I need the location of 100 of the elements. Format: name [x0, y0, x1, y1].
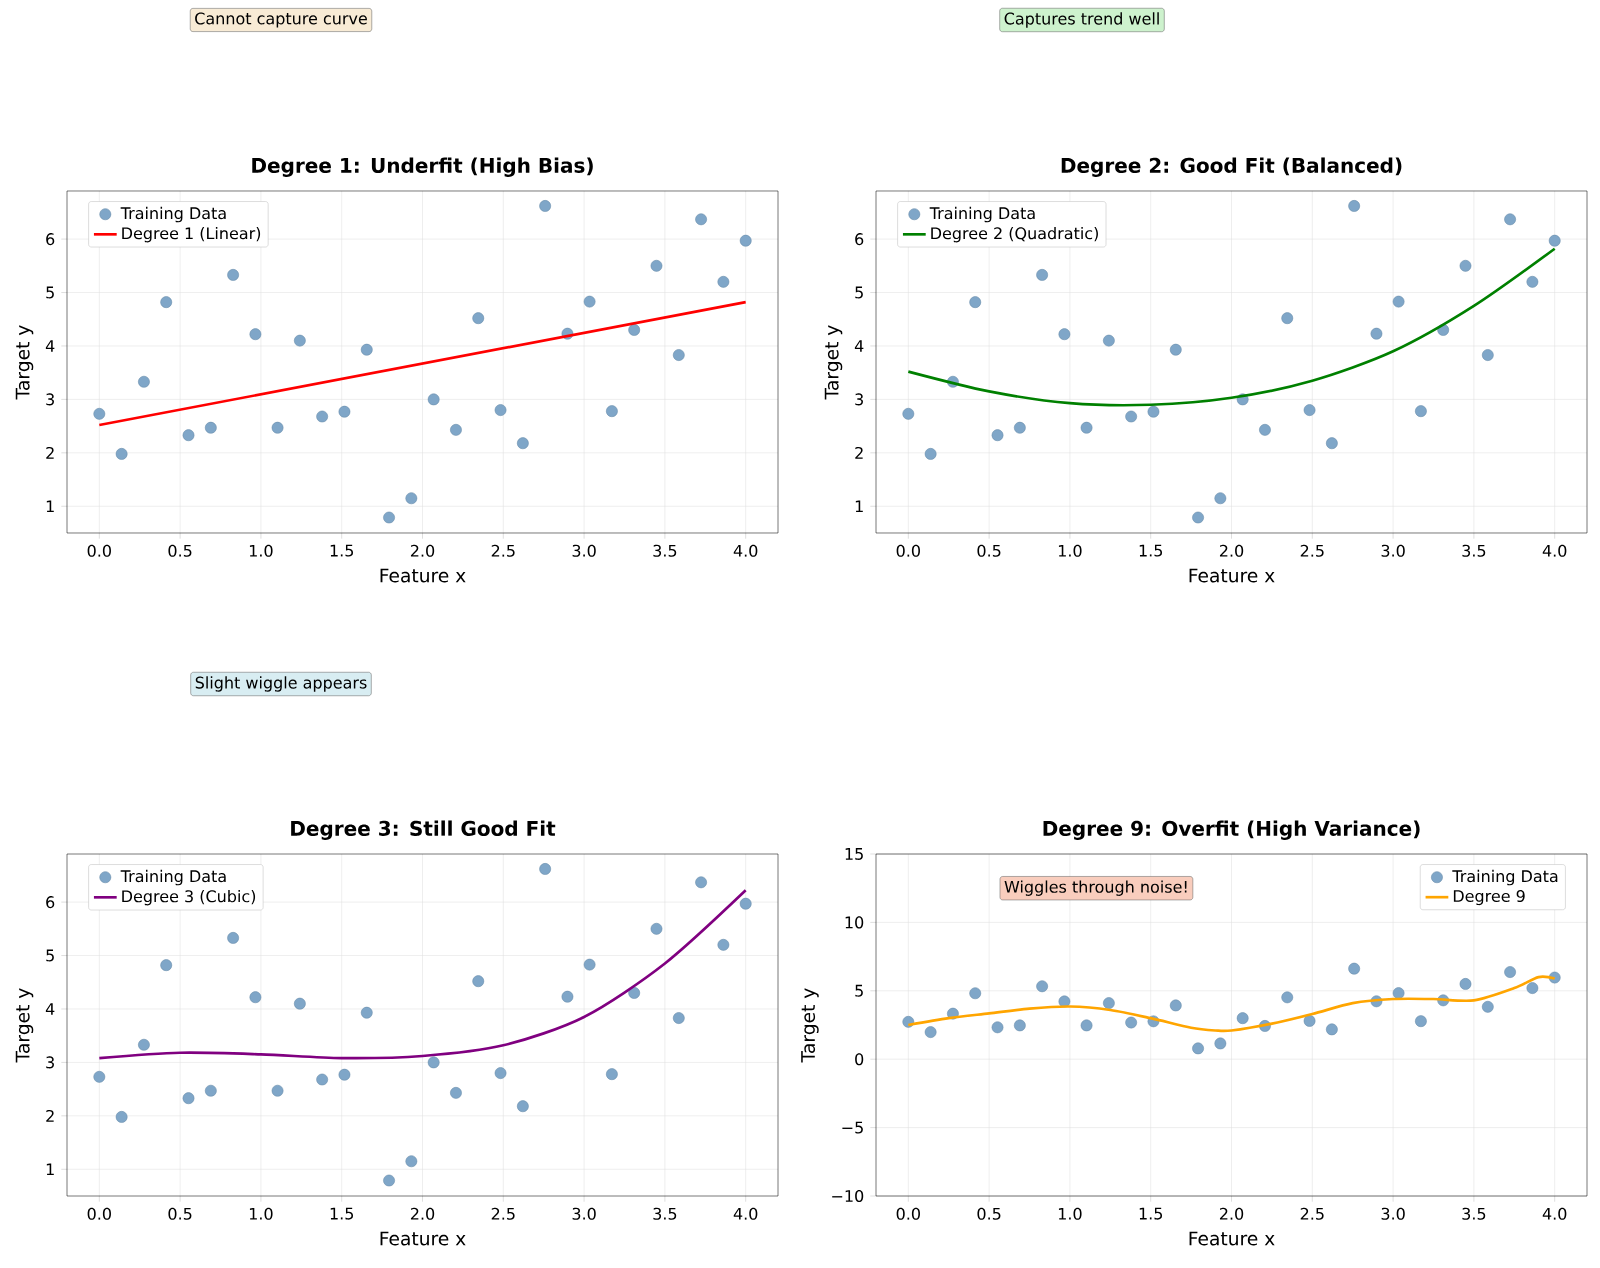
point [991, 1021, 1004, 1034]
legend-label: Degree 9 [1453, 889, 1525, 906]
point [1504, 966, 1516, 978]
line-series [97, 889, 748, 1060]
x-tick-label: 2.0 [410, 1207, 435, 1220]
point [450, 423, 462, 436]
point [1415, 405, 1427, 418]
point [1392, 295, 1405, 308]
point [427, 393, 440, 406]
x-tick-label: 0.0 [896, 1207, 920, 1220]
point [204, 1084, 217, 1097]
point [182, 1092, 195, 1105]
y-tick-label: 1 [855, 500, 863, 513]
point [516, 437, 529, 450]
point [472, 975, 485, 988]
y-tick-label: 2 [855, 446, 863, 459]
y-tick-label: −5 [842, 1121, 863, 1134]
y-tick-label: 3 [46, 1056, 54, 1069]
point [628, 324, 641, 336]
x-tick-label: 1.5 [1139, 544, 1163, 557]
y-tick-label: 4 [45, 1003, 55, 1015]
point [494, 1067, 507, 1079]
y-tick-label: 3 [46, 393, 54, 406]
point [650, 259, 663, 272]
point [539, 863, 552, 875]
point [115, 448, 128, 460]
y-axis-title: Target y [15, 325, 34, 400]
point [1125, 1016, 1138, 1029]
x-tick-label: 2.5 [491, 544, 515, 557]
point [271, 1084, 284, 1097]
chart-title: Degree 1: Underfit (High Bias) [252, 157, 593, 177]
y-tick-label: 6 [855, 233, 864, 246]
y-tick-label: 3 [855, 393, 863, 406]
chart-title: Degree 9: Overfit (High Variance) [1043, 820, 1420, 840]
x-tick-label: 0.0 [87, 1207, 111, 1220]
point [1102, 334, 1115, 347]
x-tick-label: 3.0 [572, 544, 596, 557]
point [1080, 421, 1093, 434]
y-tick-label: 0 [855, 1053, 864, 1066]
x-tick-label: 1.0 [1058, 1207, 1082, 1220]
legend-label: Degree 2 (Quadratic) [931, 226, 1098, 243]
point [650, 922, 663, 935]
x-axis-title: Feature x [380, 568, 466, 583]
point [360, 343, 373, 356]
point [1325, 1023, 1338, 1036]
point [1392, 987, 1405, 999]
x-tick-label: 3.5 [653, 544, 677, 557]
point [1348, 962, 1361, 975]
y-tick-label: 5 [855, 286, 863, 299]
point [969, 296, 982, 309]
point [1504, 213, 1516, 226]
point [1459, 259, 1472, 272]
x-axis-title: Feature x [1189, 1231, 1275, 1246]
text: Slight wiggle appears [195, 676, 367, 692]
x-tick-label: 2.0 [1219, 1207, 1244, 1220]
point [249, 328, 262, 341]
y-tick-label: 2 [46, 1109, 54, 1122]
point [583, 958, 596, 971]
y-tick-label: 1 [46, 500, 54, 513]
y-tick-label: 5 [855, 984, 863, 997]
x-tick-label: 4.0 [733, 1207, 758, 1220]
point [561, 990, 574, 1003]
point [1125, 410, 1138, 423]
point [1548, 234, 1561, 247]
point [271, 421, 284, 434]
point [924, 1026, 937, 1038]
x-axis-title: Feature x [1189, 568, 1275, 583]
legend-label: Training Data [120, 869, 226, 886]
point [628, 987, 641, 999]
x-axis-title: Feature x [380, 1231, 466, 1246]
point [717, 938, 730, 951]
point [1214, 1037, 1227, 1050]
point [360, 1006, 373, 1019]
point [695, 876, 707, 889]
point [1481, 349, 1494, 361]
y-axis-title: Target y [15, 988, 34, 1063]
legend-label: Training Data [929, 206, 1035, 223]
point [1236, 1012, 1249, 1025]
y-tick-label: 1 [46, 1163, 54, 1176]
legend-label: Degree 3 (Cubic) [122, 889, 256, 906]
chart-title: Degree 3: Still Good Fit [291, 820, 556, 840]
point [1214, 492, 1227, 505]
point [227, 932, 239, 944]
x-tick-label: 3.0 [1381, 544, 1405, 557]
y-tick-label: 4 [854, 340, 864, 352]
y-tick-label: 2 [46, 446, 54, 459]
point [924, 448, 937, 460]
point [606, 1068, 618, 1081]
point [1526, 982, 1539, 994]
x-tick-label: 2.0 [1219, 544, 1244, 557]
point [1526, 275, 1539, 288]
point [1281, 312, 1294, 325]
point [427, 1056, 440, 1069]
x-tick-label: 3.0 [572, 1207, 596, 1220]
x-tick-label: 1.0 [249, 1207, 273, 1220]
point [160, 296, 173, 309]
point [293, 334, 306, 347]
point [1036, 980, 1048, 993]
point [1370, 327, 1383, 340]
x-tick-label: 1.5 [330, 1207, 354, 1220]
